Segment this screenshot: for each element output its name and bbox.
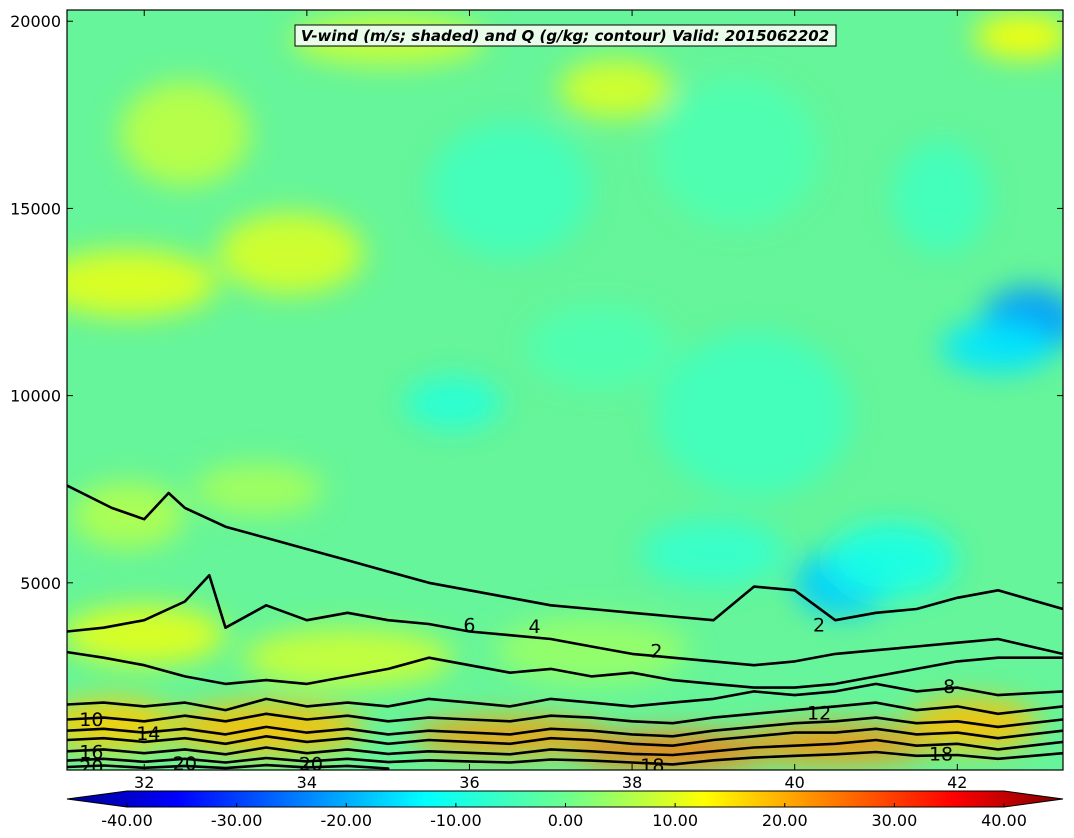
plot-area: 2 2 4 6 8 10 12 14 16 18 18 20 20 20 [67,10,1063,778]
q-contour-16 [67,738,1063,757]
x-tick-label: 40 [785,773,805,792]
wind-patch-9 [404,376,502,430]
colorbar-tick-label: 40.00 [981,811,1027,830]
wind-patch-24 [412,717,608,756]
wind-patch-2 [119,81,250,186]
x-axis: 32 34 36 38 40 42 [134,10,967,792]
x-tick-label: 34 [297,773,317,792]
wind-patch-6 [428,122,592,258]
contour-label-10: 10 [79,709,103,731]
q-contour-2 [67,484,1063,622]
contour-label-18: 18 [640,755,664,777]
v-wind-shading [67,13,1063,770]
contour-label-6: 6 [463,614,475,636]
colorbar-tick-label: -20.00 [320,811,372,830]
colorbar-tick-label: 0.00 [548,811,584,830]
chart-title: V-wind (m/s; shaded) and Q (g/kg; contou… [301,27,829,45]
contour-label-14: 14 [136,723,160,745]
contour-label-20: 20 [79,756,103,778]
wind-patch-8 [892,141,990,254]
y-tick-label: 10000 [10,387,61,406]
wind-patch-19 [67,605,226,666]
wind-patch-7 [656,77,820,228]
q-contour-18 [67,750,1063,766]
q-contour-8 [67,682,1063,712]
contour-label-20: 20 [173,753,197,775]
contour-label-18: 18 [929,744,953,766]
q-contour-4 [67,573,1063,667]
colorbar-tick-label: 10.00 [652,811,698,830]
colorbar-tick-label: 30.00 [871,811,917,830]
wind-patch-0 [67,249,218,317]
q-contour-labels: 2 2 4 6 8 10 12 14 16 18 18 20 20 20 [79,614,955,778]
y-tick-label: 15000 [10,199,61,218]
wind-patch-11 [656,331,852,497]
y-tick-label: 5000 [20,574,61,593]
chart-title-box: V-wind (m/s; shaded) and Q (g/kg; contou… [294,24,837,47]
contour-label-12: 12 [807,702,831,724]
q-contour-12 [67,716,1063,738]
wind-patch-20 [241,627,454,688]
colorbar-tick-label: 20.00 [762,811,808,830]
colorbar-tick-label: -30.00 [211,811,263,830]
q-contour-20 [67,763,390,770]
wind-patch-4 [973,13,1063,59]
wind-patch-17 [71,481,185,550]
colorbar: -40.00 -30.00 -20.00 -10.00 0.00 10.00 20.00 30… [66,790,1064,830]
colorbar-ticks: -40.00 -30.00 -20.00 -10.00 0.00 10.00 20.00 30… [101,803,1027,830]
contour-label-2: 2 [813,614,825,636]
wind-patch-16 [640,519,787,587]
colorbar-tick-label: -10.00 [430,811,482,830]
wind-patch-5 [558,58,673,119]
q-contour-6 [67,650,1063,689]
contour-label-16: 16 [79,742,103,764]
x-tick-label: 36 [459,773,479,792]
x-tick-label: 38 [622,773,642,792]
contour-label-8: 8 [943,676,955,698]
wind-patch-18 [193,463,324,516]
plot-frame [66,9,1064,771]
q-contour-14 [67,727,1063,748]
x-tick-label: 42 [947,773,967,792]
contour-label-4: 4 [528,616,540,638]
colorbar-tick-label: -40.00 [101,811,153,830]
contour-label-2: 2 [650,641,662,663]
wind-patch-21 [493,616,689,684]
x-tick-label: 32 [134,773,154,792]
contour-label-20: 20 [299,754,323,776]
wind-patch-13 [941,320,1055,374]
wind-patch-10 [526,305,673,389]
q-contours [67,484,1063,770]
y-axis: 5000 10000 15000 20000 [10,12,1063,593]
wind-patch-15 [827,522,958,598]
y-tick-label: 20000 [10,12,61,31]
q-contour-10 [67,701,1063,725]
wind-patch-1 [217,212,364,295]
